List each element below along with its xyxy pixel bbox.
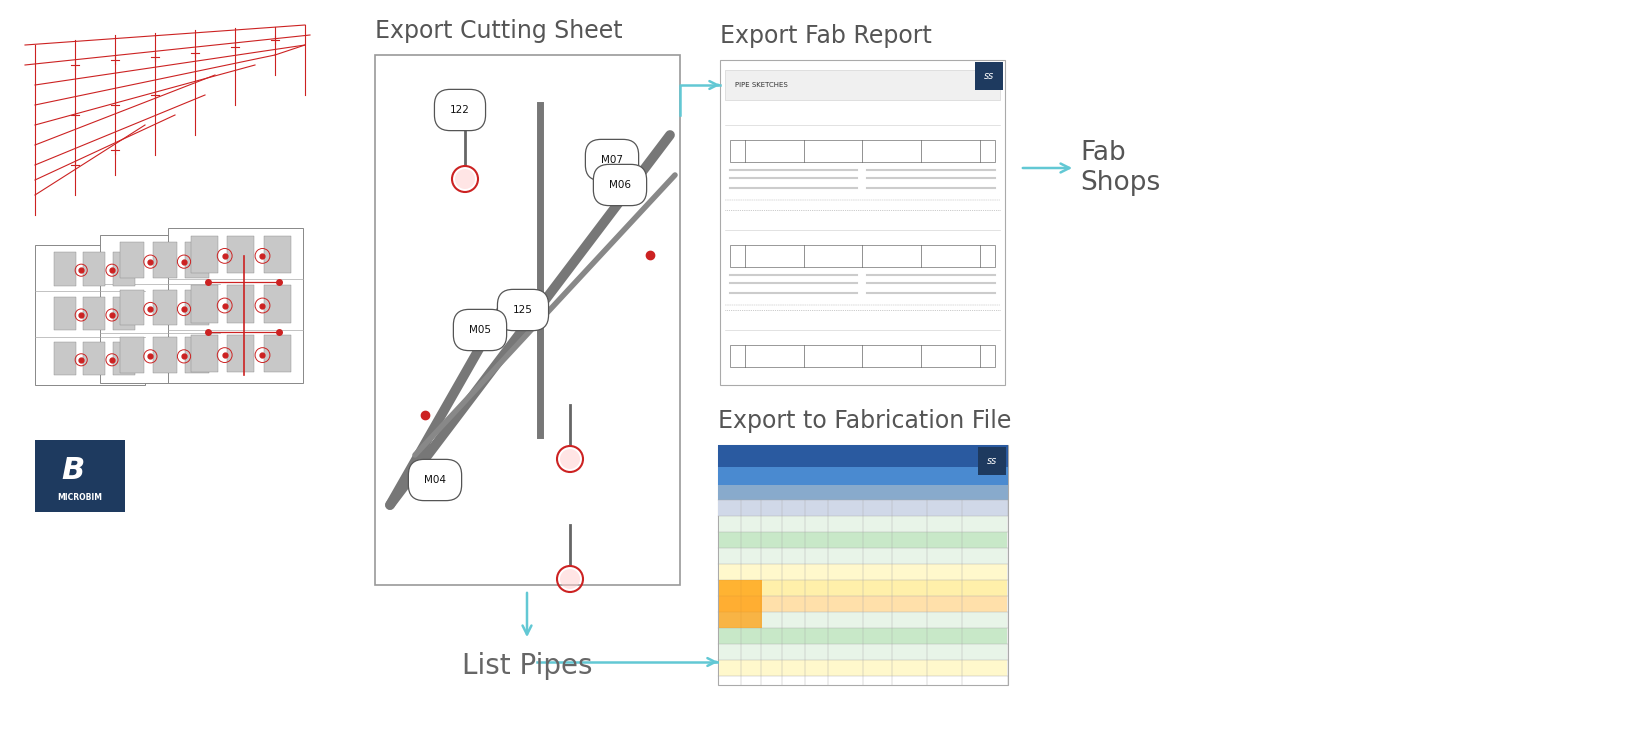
- Bar: [185, 243, 209, 278]
- Bar: [191, 335, 218, 372]
- Bar: [719, 660, 1007, 676]
- Text: Export Cutting Sheet: Export Cutting Sheet: [374, 19, 623, 43]
- Bar: [717, 445, 1007, 685]
- Bar: [191, 236, 218, 273]
- Bar: [719, 516, 1007, 531]
- Bar: [719, 564, 1007, 580]
- Bar: [120, 337, 145, 373]
- Text: MICROBIM: MICROBIM: [58, 493, 102, 502]
- Bar: [719, 596, 1007, 612]
- Text: Fab
Shops: Fab Shops: [1079, 140, 1160, 196]
- Bar: [114, 341, 135, 375]
- Text: M06: M06: [608, 180, 631, 190]
- Bar: [720, 60, 1004, 385]
- Bar: [719, 548, 1007, 563]
- Bar: [719, 612, 1007, 627]
- Bar: [120, 243, 145, 278]
- Bar: [54, 341, 76, 375]
- Bar: [114, 252, 135, 286]
- Bar: [84, 297, 105, 330]
- Bar: [84, 341, 105, 375]
- Bar: [227, 335, 254, 372]
- Bar: [719, 580, 761, 627]
- Circle shape: [560, 449, 580, 469]
- Bar: [719, 644, 1007, 659]
- Bar: [717, 485, 1007, 500]
- Bar: [719, 628, 1007, 644]
- Text: B: B: [61, 456, 84, 485]
- Text: ss: ss: [984, 71, 994, 81]
- Bar: [374, 55, 679, 585]
- Bar: [84, 252, 105, 286]
- Bar: [120, 289, 145, 325]
- Text: Export to Fabrication File: Export to Fabrication File: [717, 409, 1010, 433]
- Bar: [717, 445, 1007, 467]
- Bar: [114, 297, 135, 330]
- Bar: [168, 228, 303, 383]
- Bar: [191, 286, 218, 323]
- Bar: [730, 140, 994, 162]
- Bar: [730, 345, 994, 367]
- Text: M07: M07: [600, 155, 623, 165]
- Text: List Pipes: List Pipes: [461, 652, 592, 680]
- Bar: [185, 337, 209, 373]
- Bar: [719, 532, 1007, 548]
- Bar: [35, 440, 125, 512]
- Bar: [54, 297, 76, 330]
- Bar: [227, 236, 254, 273]
- Circle shape: [560, 569, 580, 589]
- Text: 125: 125: [513, 305, 532, 315]
- Text: Export Fab Report: Export Fab Report: [720, 24, 931, 48]
- Bar: [185, 289, 209, 325]
- Bar: [717, 500, 1007, 516]
- Bar: [54, 252, 76, 286]
- Bar: [264, 286, 290, 323]
- Bar: [264, 236, 290, 273]
- Bar: [974, 62, 1002, 90]
- Bar: [719, 580, 1007, 595]
- Bar: [35, 245, 145, 385]
- Text: M05: M05: [468, 325, 491, 335]
- Bar: [153, 243, 176, 278]
- Bar: [725, 70, 999, 100]
- Text: M04: M04: [424, 475, 445, 485]
- Text: ss: ss: [986, 456, 997, 466]
- Text: 122: 122: [450, 105, 470, 115]
- Bar: [717, 467, 1007, 485]
- Text: PIPE SKETCHES: PIPE SKETCHES: [735, 82, 788, 88]
- Bar: [977, 447, 1005, 475]
- Bar: [153, 337, 176, 373]
- Bar: [730, 245, 994, 267]
- Bar: [227, 286, 254, 323]
- Circle shape: [455, 169, 475, 189]
- Bar: [101, 235, 219, 383]
- Bar: [264, 335, 290, 372]
- Bar: [153, 289, 176, 325]
